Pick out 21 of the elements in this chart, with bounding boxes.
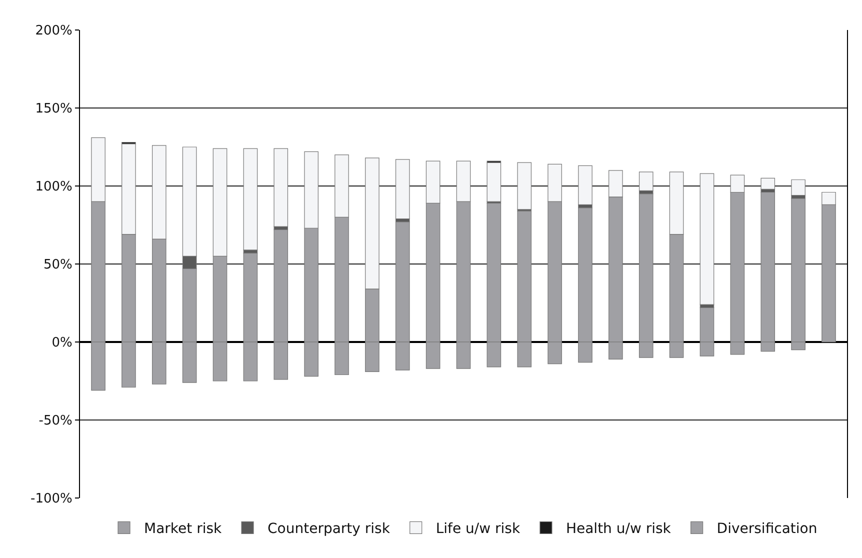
y-tick-label: 0% (52, 336, 72, 351)
bar (791, 179, 806, 196)
y-tick-label: 100% (35, 180, 72, 195)
bar (243, 148, 258, 250)
bar (578, 165, 592, 206)
legend-label: Life u/w risk (436, 521, 521, 538)
y-tick-label: 150% (35, 102, 72, 117)
legend-label: Market risk (144, 521, 223, 538)
y-tick-label: -50% (38, 414, 72, 429)
bar (395, 159, 410, 220)
legend-label: Diversification (716, 521, 818, 538)
y-tick-label: 50% (43, 258, 72, 273)
bar (638, 172, 654, 191)
bar (760, 178, 776, 190)
bar (517, 162, 532, 210)
bar (700, 173, 714, 305)
y-tick-label: -100% (30, 492, 72, 507)
legend-label: Health u/w risk (566, 521, 672, 538)
legend-label: Counterparty risk (268, 521, 391, 538)
y-tick-label: 200% (35, 24, 72, 39)
bar (274, 148, 288, 227)
